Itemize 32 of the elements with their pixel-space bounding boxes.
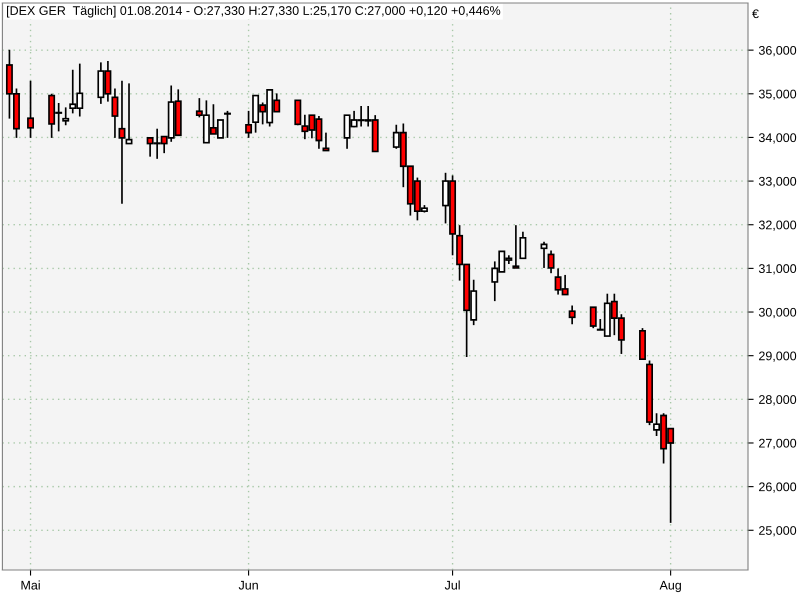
candlestick — [111, 88, 118, 139]
y-tick-label: 31,000 — [758, 264, 796, 275]
x-tick-label: Mai — [21, 580, 40, 590]
candlestick — [590, 306, 597, 330]
y-tick-label: 35,000 — [758, 90, 796, 100]
candlestick — [512, 224, 520, 269]
candlestick — [322, 132, 330, 152]
y-tick-label: 25,000 — [759, 526, 796, 536]
y-tick-label: 29,000 — [759, 351, 796, 362]
candlestick — [126, 82, 132, 144]
candlestick — [62, 106, 70, 126]
x-tick-label: Jun — [238, 580, 258, 590]
y-tick-label: 32,000 — [758, 220, 796, 231]
y-tick-label: 28,000 — [759, 395, 796, 406]
candlestick — [568, 304, 576, 326]
y-tick-label: 30,000 — [758, 308, 796, 318]
candlestick — [27, 80, 34, 139]
y-axis-title: € — [752, 9, 759, 18]
y-tick-label: 27,000 — [759, 438, 796, 450]
candlestick — [540, 240, 548, 269]
y-tick-label: 34,000 — [758, 133, 796, 144]
x-tick-label: Aug — [660, 580, 681, 592]
candlestick — [548, 250, 555, 274]
y-tick-label: 26,000 — [759, 482, 796, 493]
candlestick — [519, 230, 526, 260]
candlestick — [224, 110, 231, 139]
candlestick — [245, 110, 252, 139]
candlestick — [118, 80, 126, 205]
chart-title: [DEX GER Täglich] 01.08.2014 - O:27,330 H:27,330 L:25,170 C:27,000 +0,120 +0,446% — [7, 6, 500, 18]
x-tick-label: Jul — [444, 580, 460, 590]
y-tick-label: 36,000 — [758, 46, 796, 56]
y-tick-label: 33,000 — [758, 176, 796, 188]
